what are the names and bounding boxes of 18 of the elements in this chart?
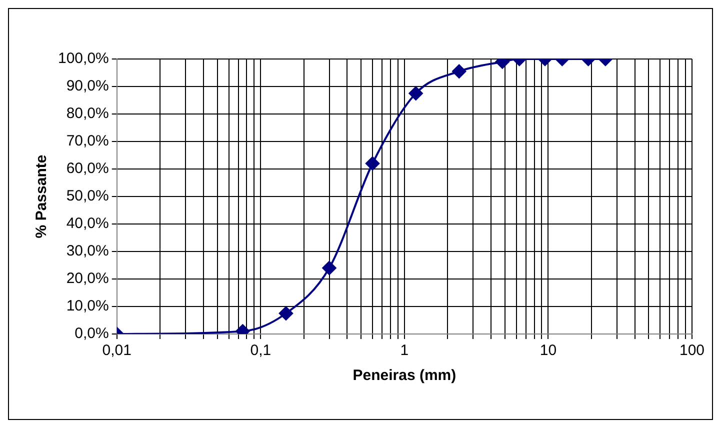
y-tick-label: 50,0%: [66, 188, 109, 205]
y-tick-label: 90,0%: [66, 78, 109, 95]
y-tick-label: 60,0%: [66, 160, 109, 178]
y-tick-label: 70,0%: [66, 132, 109, 150]
x-tick-label: 0,01: [102, 342, 132, 360]
y-tick-label: 40,0%: [66, 215, 109, 232]
x-tick-label: 10: [540, 342, 557, 360]
x-tick-label: 1: [400, 342, 409, 360]
x-axis-title: Peneiras (mm): [352, 367, 456, 384]
y-tick-label: 20,0%: [66, 270, 109, 288]
y-tick-label: 0,0%: [74, 325, 109, 342]
y-tick-label: 10,0%: [66, 298, 109, 315]
y-tick-label: 30,0%: [66, 242, 109, 260]
y-tick-label: 80,0%: [66, 105, 109, 122]
y-tick-label: 100,0%: [58, 50, 109, 68]
y-axis-title: % Passante: [33, 154, 50, 238]
x-tick-label: 0,1: [250, 342, 272, 360]
x-tick-label: 100: [679, 342, 705, 360]
